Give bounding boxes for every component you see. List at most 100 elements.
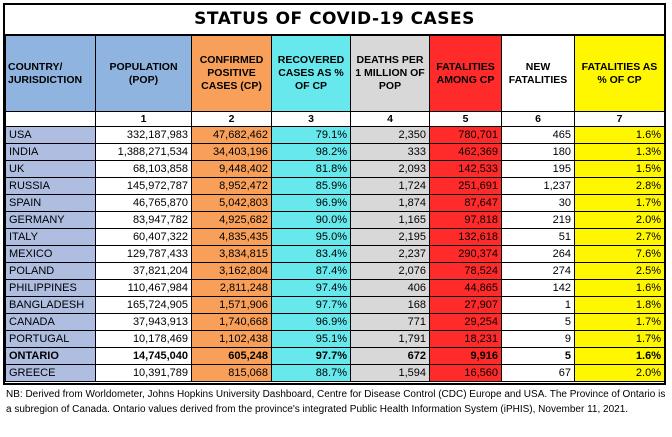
cell-population: 145,972,787	[95, 177, 192, 195]
cell-population: 14,745,040	[95, 347, 192, 365]
cell-fatalities: 132,618	[429, 228, 502, 246]
cell-recovered: 95.0%	[271, 228, 351, 246]
cell-new-fatalities: 180	[501, 143, 575, 161]
covid-status-table: COUNTRY/ JURISDICTION POPULATION (POP) C…	[5, 35, 665, 382]
cell-country: POLAND	[5, 262, 96, 280]
cell-recovered: 88.7%	[271, 364, 351, 382]
cell-fatalities: 462,369	[429, 143, 502, 161]
cell-fatalities: 16,560	[429, 364, 502, 382]
cell-confirmed: 47,682,462	[191, 126, 272, 144]
header-fatalities: FATALITIES AMONG CP	[429, 35, 502, 112]
cell-new-fatalities: 195	[501, 160, 575, 178]
cell-recovered: 83.4%	[271, 245, 351, 263]
cell-fatalities: 44,865	[429, 279, 502, 297]
cell-recovered: 97.7%	[271, 347, 351, 365]
cell-recovered: 96.9%	[271, 313, 351, 331]
cell-deaths-per-million: 168	[350, 296, 430, 314]
cell-deaths-per-million: 771	[350, 313, 430, 331]
table-row: GERMANY 83,947,782 4,925,682 90.0% 1,165 97,8…	[5, 211, 665, 229]
cell-fatality-pct: 2.0%	[574, 211, 665, 229]
cell-fatality-pct: 1.5%	[574, 160, 665, 178]
cell-fatality-pct: 1.6%	[574, 279, 665, 297]
cell-new-fatalities: 67	[501, 364, 575, 382]
cell-deaths-per-million: 1,874	[350, 194, 430, 212]
cell-population: 165,724,905	[95, 296, 192, 314]
cell-population: 129,787,433	[95, 245, 192, 263]
column-number: 1	[95, 111, 192, 127]
cell-fatalities: 142,533	[429, 160, 502, 178]
cell-fatality-pct: 2.5%	[574, 262, 665, 280]
cell-fatalities: 29,254	[429, 313, 502, 331]
cell-deaths-per-million: 1,594	[350, 364, 430, 382]
cell-deaths-per-million: 2,237	[350, 245, 430, 263]
cell-confirmed: 2,811,248	[191, 279, 272, 297]
cell-recovered: 98.2%	[271, 143, 351, 161]
cell-population: 10,391,789	[95, 364, 192, 382]
cell-fatalities: 27,907	[429, 296, 502, 314]
cell-fatality-pct: 2.0%	[574, 364, 665, 382]
cell-fatality-pct: 2.7%	[574, 228, 665, 246]
cell-fatalities: 78,524	[429, 262, 502, 280]
table-body: USA 332,187,983 47,682,462 79.1% 2,350 780,70…	[5, 126, 665, 382]
cell-population: 60,407,322	[95, 228, 192, 246]
header-row: COUNTRY/ JURISDICTION POPULATION (POP) C…	[5, 35, 665, 112]
cell-recovered: 85.9%	[271, 177, 351, 195]
cell-new-fatalities: 1,237	[501, 177, 575, 195]
cell-population: 37,943,913	[95, 313, 192, 331]
cell-new-fatalities: 264	[501, 245, 575, 263]
cell-fatality-pct: 1.7%	[574, 313, 665, 331]
cell-confirmed: 815,068	[191, 364, 272, 382]
cell-confirmed: 9,448,402	[191, 160, 272, 178]
cell-fatalities: 290,374	[429, 245, 502, 263]
table-row: CANADA 37,943,913 1,740,668 96.9% 771 29,254 5…	[5, 313, 665, 331]
cell-deaths-per-million: 672	[350, 347, 430, 365]
cell-population: 83,947,782	[95, 211, 192, 229]
cell-country: CANADA	[5, 313, 96, 331]
cell-country: USA	[5, 126, 96, 144]
table-row: PORTUGAL 10,178,469 1,102,438 95.1% 1,791 18,…	[5, 330, 665, 348]
cell-new-fatalities: 219	[501, 211, 575, 229]
header-fatality-pct: FATALITIES AS % OF CP	[574, 35, 665, 112]
cell-new-fatalities: 51	[501, 228, 575, 246]
table-row: MEXICO 129,787,433 3,834,815 83.4% 2,237 290,…	[5, 245, 665, 263]
cell-fatalities: 780,701	[429, 126, 502, 144]
column-number-row: 1 2 3 4 5 6 7	[5, 111, 665, 127]
cell-fatality-pct: 1.8%	[574, 296, 665, 314]
cell-deaths-per-million: 406	[350, 279, 430, 297]
cell-fatality-pct: 2.8%	[574, 177, 665, 195]
table-row: RUSSIA 145,972,787 8,952,472 85.9% 1,724 251,…	[5, 177, 665, 195]
cell-confirmed: 34,403,196	[191, 143, 272, 161]
cell-country: INDIA	[5, 143, 96, 161]
cell-country: PHILIPPINES	[5, 279, 96, 297]
cell-new-fatalities: 1	[501, 296, 575, 314]
header-population: POPULATION (POP)	[95, 35, 192, 112]
header-new-fatalities: NEW FATALITIES	[501, 35, 575, 112]
cell-new-fatalities: 465	[501, 126, 575, 144]
column-number	[5, 111, 96, 127]
cell-recovered: 96.9%	[271, 194, 351, 212]
cell-confirmed: 4,835,435	[191, 228, 272, 246]
cell-population: 110,467,984	[95, 279, 192, 297]
table-row: UK 68,103,858 9,448,402 81.8% 2,093 142,533 19…	[5, 160, 665, 178]
column-number: 6	[501, 111, 575, 127]
cell-country: ONTARIO	[5, 347, 96, 365]
cell-country: BANGLADESH	[5, 296, 96, 314]
cell-deaths-per-million: 1,724	[350, 177, 430, 195]
cell-country: MEXICO	[5, 245, 96, 263]
cell-country: GERMANY	[5, 211, 96, 229]
cell-new-fatalities: 5	[501, 347, 575, 365]
header-confirmed: CONFIRMED POSITIVE CASES (CP)	[191, 35, 272, 112]
table-row: GREECE 10,391,789 815,068 88.7% 1,594 16,560 6…	[5, 364, 665, 382]
cell-deaths-per-million: 2,093	[350, 160, 430, 178]
cell-population: 37,821,204	[95, 262, 192, 280]
column-number: 3	[271, 111, 351, 127]
header-country: COUNTRY/ JURISDICTION	[5, 35, 96, 112]
cell-recovered: 97.4%	[271, 279, 351, 297]
cell-confirmed: 5,042,803	[191, 194, 272, 212]
table-row: ITALY 60,407,322 4,835,435 95.0% 2,195 132,61…	[5, 228, 665, 246]
cell-fatality-pct: 1.6%	[574, 126, 665, 144]
table-row: USA 332,187,983 47,682,462 79.1% 2,350 780,70…	[5, 126, 665, 144]
cell-country: GREECE	[5, 364, 96, 382]
cell-country: UK	[5, 160, 96, 178]
cell-fatality-pct: 7.6%	[574, 245, 665, 263]
